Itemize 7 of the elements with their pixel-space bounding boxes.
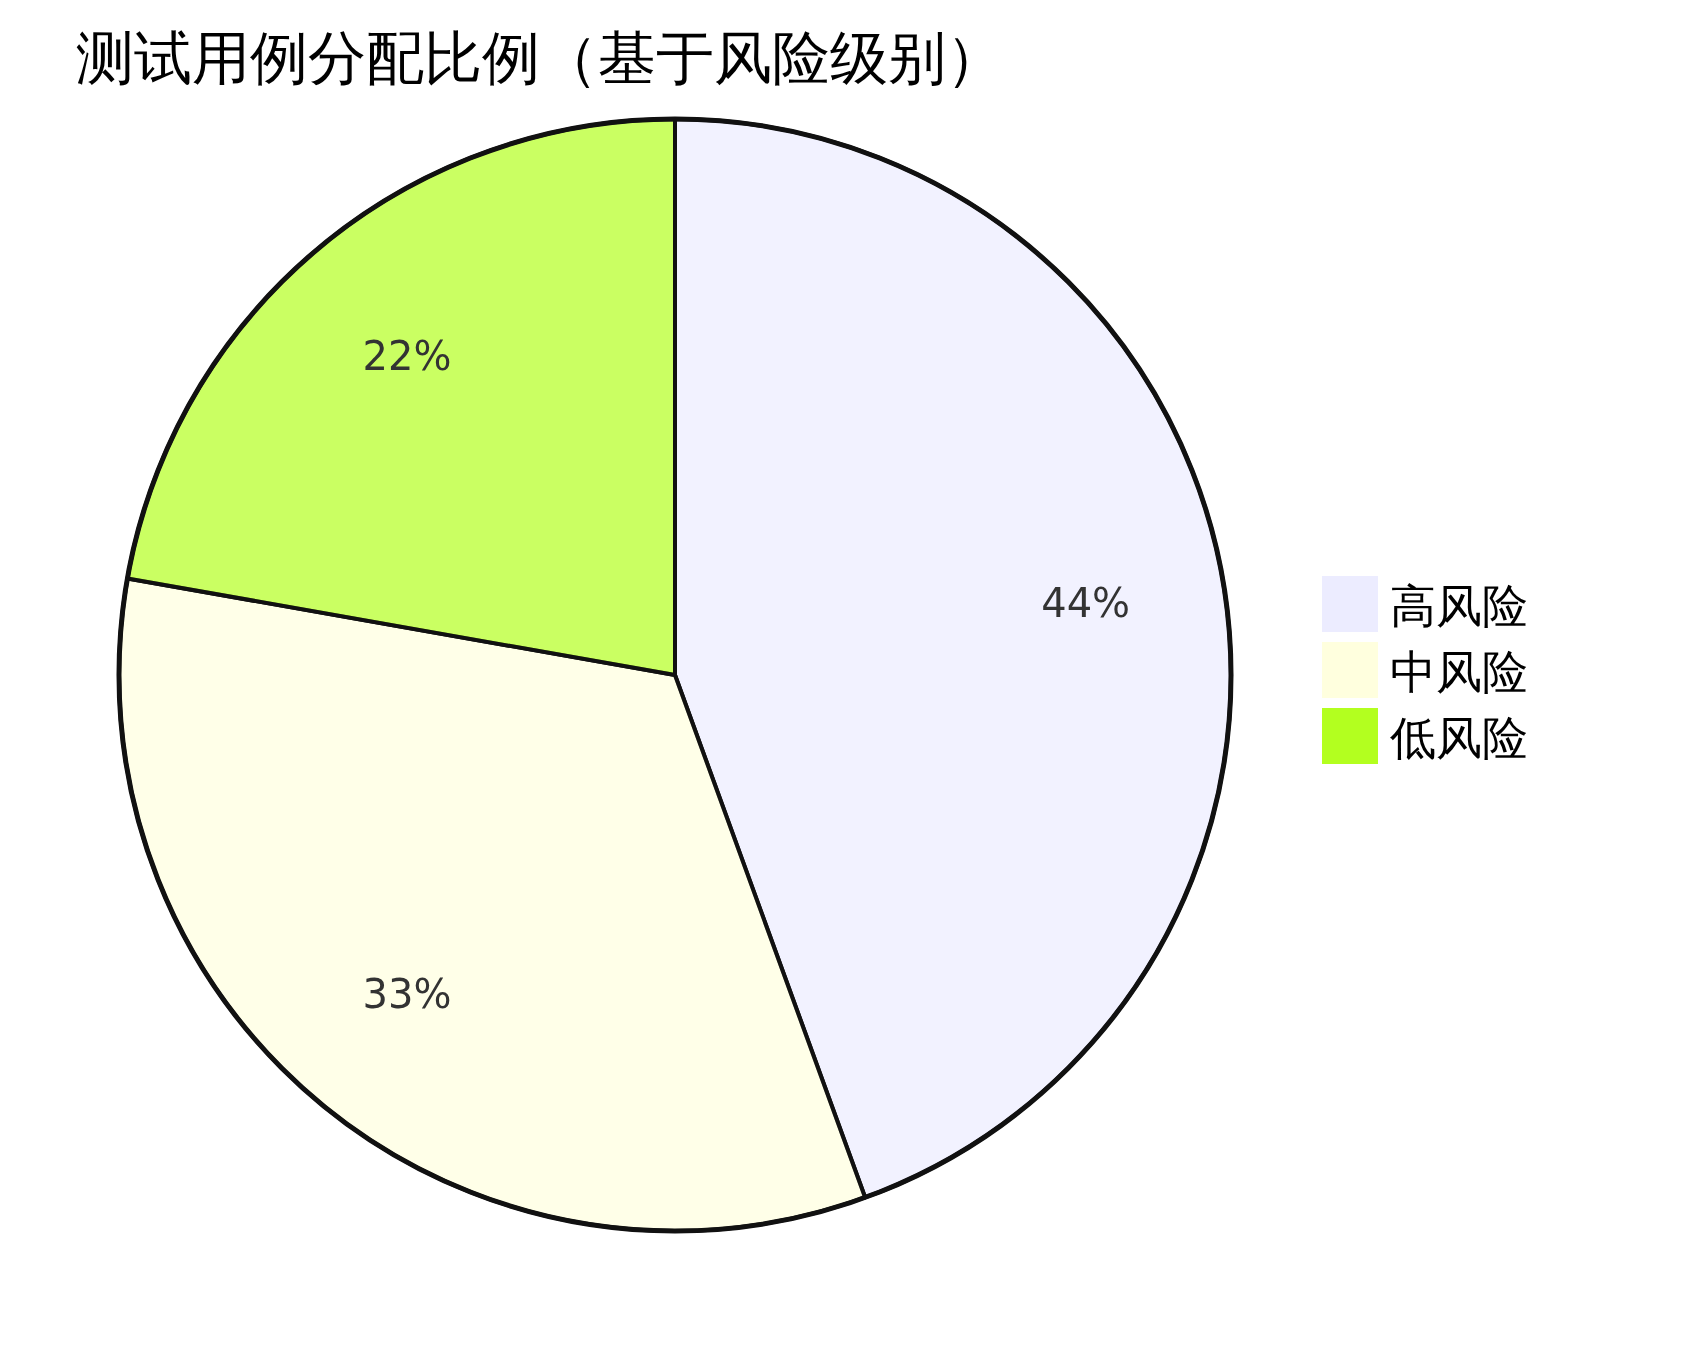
data-label: 44%: [1041, 579, 1131, 626]
data-label: 33%: [362, 971, 452, 1018]
chart-title: 测试用例分配比例（基于风险级别）: [76, 24, 1004, 92]
legend-label: 中风险: [1390, 645, 1528, 699]
data-label: 22%: [362, 332, 452, 379]
legend-label: 低风险: [1390, 711, 1528, 765]
legend-label: 高风险: [1390, 579, 1528, 633]
